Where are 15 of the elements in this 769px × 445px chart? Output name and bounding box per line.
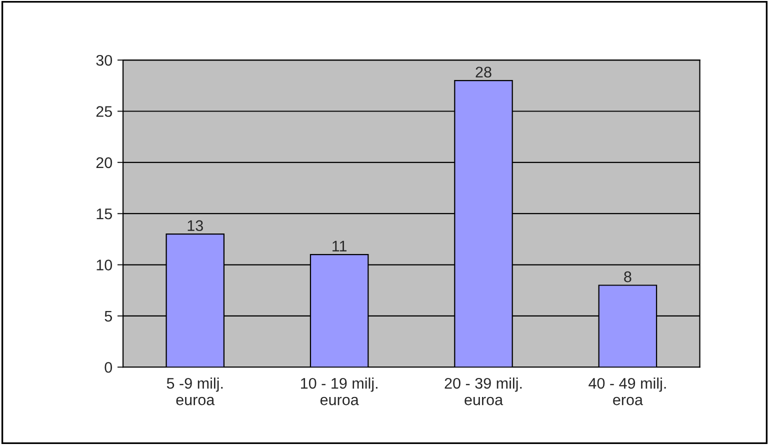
y-tick-label: 5 bbox=[104, 310, 112, 322]
data-label: 8 bbox=[624, 271, 632, 282]
x-tick-label: 5 -9 milj. euroa bbox=[166, 378, 223, 406]
y-tick-label: 30 bbox=[96, 54, 112, 66]
y-tick-label: 20 bbox=[96, 157, 112, 168]
y-tick-label: 15 bbox=[96, 208, 112, 220]
x-tick-label: 10 - 19 milj. euroa bbox=[301, 378, 378, 406]
data-label: 11 bbox=[332, 240, 347, 252]
data-label: 13 bbox=[188, 220, 203, 232]
x-tick-label: 40 - 49 milj. eroa bbox=[588, 378, 666, 406]
y-tick-label: 0 bbox=[104, 362, 112, 373]
data-label: 28 bbox=[476, 66, 492, 78]
x-tick-label: 20 - 39 milj. euroa bbox=[444, 378, 522, 406]
y-tick-label: 25 bbox=[96, 106, 112, 117]
y-tick-label: 10 bbox=[96, 260, 112, 270]
